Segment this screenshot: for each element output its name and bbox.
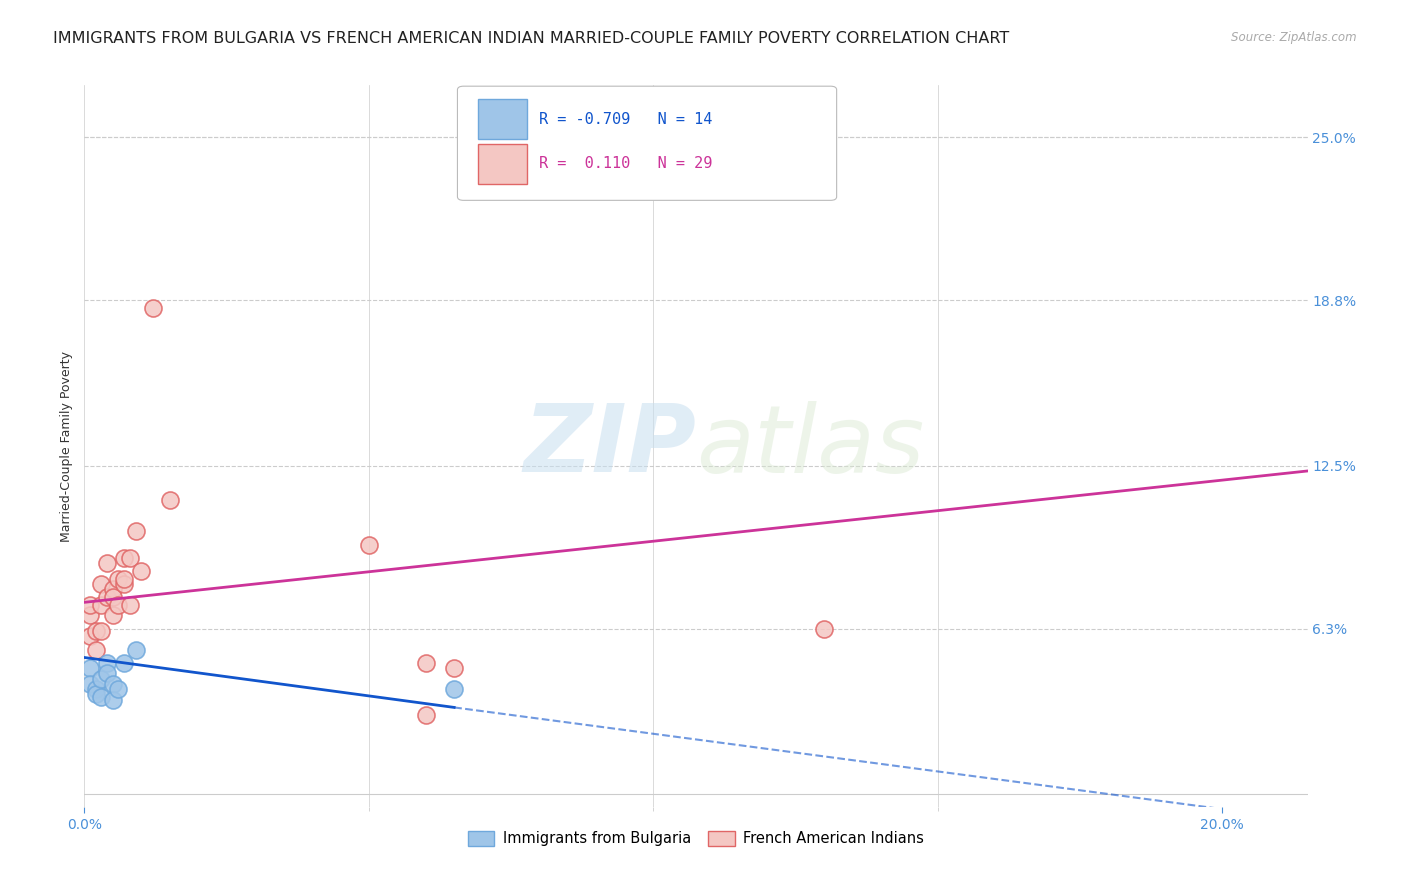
Point [101, 677, 124, 691]
Point [443, 661, 465, 675]
Point [129, 564, 152, 578]
Point [124, 524, 146, 539]
Text: atlas: atlas [696, 401, 924, 491]
Point [813, 622, 835, 636]
Point [90, 598, 112, 612]
Point [90, 577, 112, 591]
Point [118, 598, 141, 612]
Point [79, 677, 101, 691]
Point [79, 608, 101, 623]
Point [118, 550, 141, 565]
Y-axis label: Married-Couple Family Poverty: Married-Couple Family Poverty [59, 351, 73, 541]
Point [107, 598, 129, 612]
Point [79, 630, 101, 644]
Point [84, 624, 107, 639]
FancyBboxPatch shape [457, 87, 837, 201]
Point [84, 687, 107, 701]
Point [79, 661, 101, 675]
Legend: Immigrants from Bulgaria, French American Indians: Immigrants from Bulgaria, French America… [461, 825, 931, 852]
Text: ZIP: ZIP [523, 400, 696, 492]
Point [79, 598, 101, 612]
Point [443, 681, 465, 696]
Text: R =  0.110   N = 29: R = 0.110 N = 29 [540, 156, 713, 171]
Point [415, 656, 437, 670]
Text: R = -0.709   N = 14: R = -0.709 N = 14 [540, 112, 713, 127]
Point [124, 642, 146, 657]
Point [112, 550, 135, 565]
Point [107, 572, 129, 586]
Point [84, 681, 107, 696]
Point [112, 577, 135, 591]
Point [357, 537, 380, 551]
Point [96, 656, 118, 670]
Point [90, 672, 112, 686]
Point [90, 690, 112, 704]
Point [107, 681, 129, 696]
Point [415, 708, 437, 723]
Point [101, 590, 124, 604]
Point [96, 556, 118, 570]
FancyBboxPatch shape [478, 144, 527, 184]
Point [159, 492, 181, 507]
Point [90, 624, 112, 639]
Point [101, 582, 124, 597]
Point [112, 656, 135, 670]
Point [96, 590, 118, 604]
Point [142, 301, 165, 315]
Point [96, 666, 118, 681]
Point [112, 572, 135, 586]
Point [84, 642, 107, 657]
Text: Source: ZipAtlas.com: Source: ZipAtlas.com [1232, 31, 1357, 45]
Point [101, 692, 124, 706]
Text: IMMIGRANTS FROM BULGARIA VS FRENCH AMERICAN INDIAN MARRIED-COUPLE FAMILY POVERTY: IMMIGRANTS FROM BULGARIA VS FRENCH AMERI… [53, 31, 1010, 46]
FancyBboxPatch shape [478, 99, 527, 139]
Point [101, 608, 124, 623]
